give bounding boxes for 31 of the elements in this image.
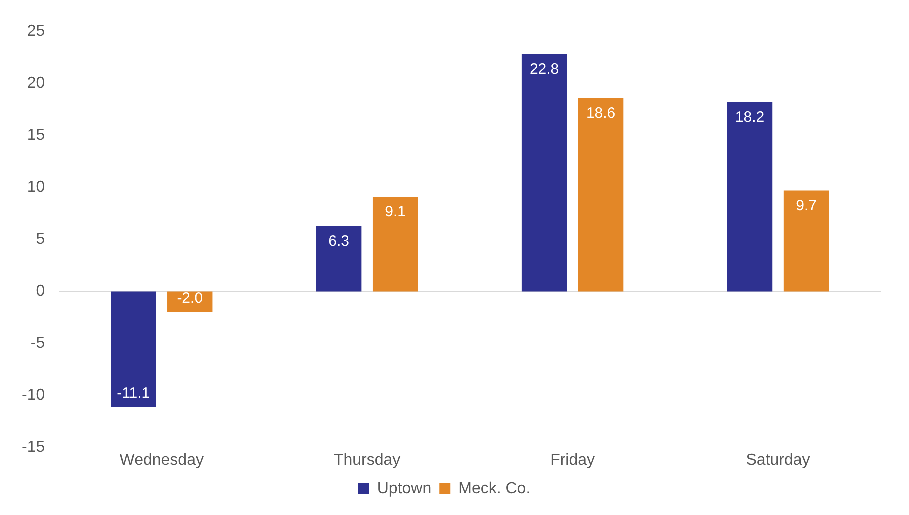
data-label: 9.1: [385, 204, 406, 221]
bar: [727, 102, 773, 292]
bar: [522, 54, 568, 292]
bar: [316, 226, 362, 292]
y-tick-label: 10: [27, 179, 46, 196]
data-label: 22.8: [530, 61, 560, 78]
data-label: 9.7: [796, 197, 817, 214]
y-tick-label: 0: [36, 283, 46, 300]
x-tick-label: Thursday: [334, 452, 401, 469]
x-tick-label: Friday: [550, 452, 596, 469]
data-label: -11.1: [117, 384, 150, 402]
y-tick-label: 5: [36, 231, 46, 248]
legend-label: Uptown: [377, 480, 432, 498]
y-tick-label: -10: [22, 387, 46, 404]
bar: [578, 98, 624, 292]
bar: [784, 190, 830, 292]
bar: [372, 197, 418, 292]
data-label: 6.3: [328, 232, 350, 250]
y-tick-label: 25: [27, 23, 46, 40]
x-tick-label: Wednesday: [120, 452, 204, 469]
bar: [168, 292, 213, 313]
legend-label: Meck. Co.: [458, 480, 531, 498]
y-tick-label: 15: [27, 127, 46, 144]
y-tick-label: -15: [22, 439, 46, 456]
y-tick-label: 20: [27, 75, 46, 92]
data-label: 18.6: [586, 104, 616, 122]
y-tick-label: -5: [30, 335, 46, 352]
bar: [111, 292, 156, 408]
data-label: -2.0: [177, 290, 204, 308]
data-label: 18.2: [735, 108, 765, 126]
x-tick-label: Saturday: [746, 452, 810, 469]
